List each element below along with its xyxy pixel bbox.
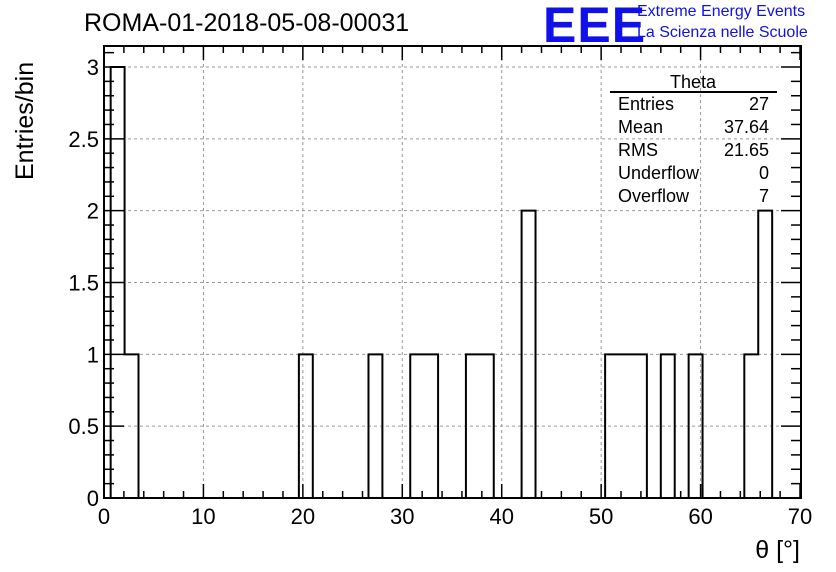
axis-ticks — [103, 46, 801, 499]
stats-row-label: Underflow — [618, 163, 700, 183]
stats-row-label: Entries — [618, 94, 674, 114]
y-axis-label: Entries/bin — [11, 62, 39, 180]
plot-title: ROMA-01-2018-05-08-00031 — [84, 9, 410, 37]
y-tick-label: 1 — [87, 342, 99, 367]
x-tick-labels: 0 10 20 30 40 50 60 70 — [98, 504, 812, 529]
stats-row-value: 0 — [759, 163, 769, 183]
x-tick-label: 50 — [589, 504, 613, 529]
x-axis-label: θ [°] — [755, 536, 800, 564]
x-tick-label: 0 — [98, 504, 110, 529]
x-tick-label: 10 — [191, 504, 215, 529]
org-name-line2: La Scienza nelle Scuole — [637, 24, 808, 41]
stats-row-label: Mean — [618, 117, 663, 137]
x-tick-label: 60 — [688, 504, 712, 529]
stats-row-value: 37.64 — [724, 117, 769, 137]
stats-row-value: 21.65 — [724, 140, 769, 160]
x-tick-label: 30 — [390, 504, 414, 529]
stats-box: Theta Entries 27 Mean 37.64 RMS 21.65 Underflo… — [610, 72, 777, 206]
eee-logo: EEE — [543, 0, 647, 53]
y-tick-labels: 0 0.5 1 1.5 2 2.5 3 — [68, 55, 99, 511]
histogram-outline — [109, 66, 774, 498]
org-name-line1: Extreme Energy Events — [637, 3, 806, 20]
y-tick-label: 1.5 — [68, 271, 99, 296]
stats-row-value: 27 — [749, 94, 769, 114]
stats-rows: Entries 27 Mean 37.64 RMS 21.65 Underflow 0 Over… — [618, 94, 769, 206]
stats-row-value: 7 — [759, 186, 769, 206]
grid-lines — [104, 46, 801, 498]
stats-row-label: Overflow — [618, 186, 690, 206]
y-tick-label: 3 — [87, 55, 99, 80]
stats-row-label: RMS — [618, 140, 658, 160]
stats-title: Theta — [670, 72, 717, 92]
x-tick-label: 20 — [291, 504, 315, 529]
y-tick-label: 0.5 — [68, 414, 99, 439]
plot-frame — [103, 45, 802, 499]
x-tick-label: 40 — [489, 504, 513, 529]
y-tick-label: 0 — [87, 486, 99, 511]
y-tick-label: 2.5 — [68, 127, 99, 152]
x-tick-label: 70 — [788, 504, 812, 529]
y-tick-label: 2 — [87, 199, 99, 224]
